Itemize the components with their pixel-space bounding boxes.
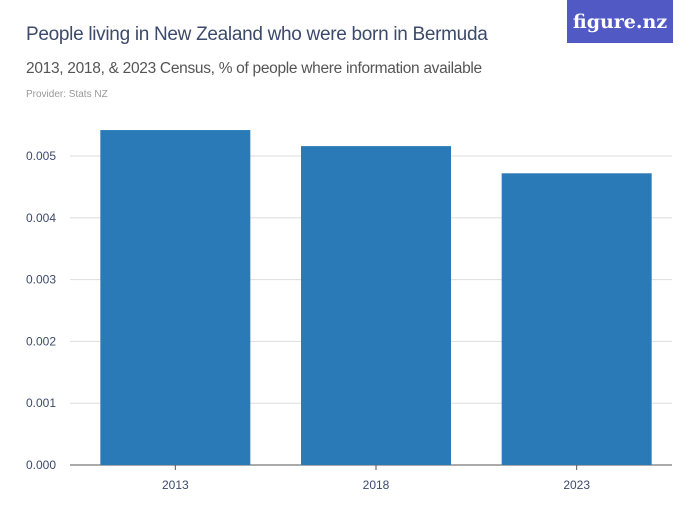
y-tick-label: 0.004 (26, 211, 56, 225)
x-tick-label: 2023 (563, 478, 590, 492)
bar-2013 (100, 130, 251, 465)
chart-subtitle: 2013, 2018, & 2023 Census, % of people w… (26, 60, 482, 77)
x-tick-label: 2013 (162, 478, 189, 492)
y-tick-label: 0.002 (26, 334, 56, 348)
figure-nz-logo[interactable]: figure.nz (567, 0, 673, 43)
y-tick-label: 0.000 (26, 458, 56, 472)
bar-2018 (301, 146, 451, 465)
y-tick-label: 0.003 (26, 273, 56, 287)
y-tick-label: 0.001 (26, 396, 56, 410)
bar-2023 (501, 173, 652, 465)
provider-note: Provider: Stats NZ (26, 89, 108, 100)
chart-title: People living in New Zealand who were bo… (26, 24, 488, 45)
y-tick-label: 0.005 (26, 149, 56, 163)
x-tick-label: 2018 (363, 478, 390, 492)
